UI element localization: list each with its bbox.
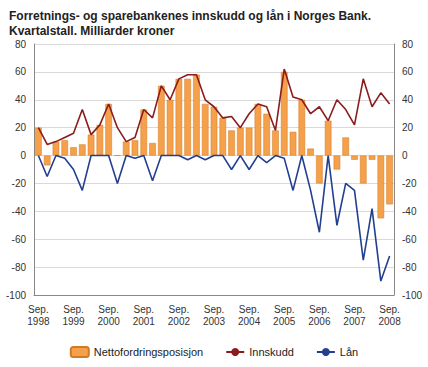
svg-text:-100: -100 bbox=[402, 290, 422, 301]
svg-text:2005: 2005 bbox=[273, 316, 296, 327]
svg-text:Sep.: Sep. bbox=[204, 304, 225, 315]
svg-text:2003: 2003 bbox=[203, 316, 226, 327]
svg-text:Sep.: Sep. bbox=[98, 304, 119, 315]
svg-text:60: 60 bbox=[402, 66, 414, 77]
svg-text:0: 0 bbox=[402, 150, 408, 161]
svg-text:2000: 2000 bbox=[98, 316, 121, 327]
svg-text:Kvartalstall. Milliarder krone: Kvartalstall. Milliarder kroner bbox=[9, 24, 175, 38]
svg-text:Sep.: Sep. bbox=[274, 304, 295, 315]
svg-text:2007: 2007 bbox=[343, 316, 366, 327]
svg-text:Innskudd: Innskudd bbox=[249, 346, 294, 358]
svg-text:Sep.: Sep. bbox=[63, 304, 84, 315]
svg-text:-100: -100 bbox=[6, 290, 26, 301]
svg-text:Forretnings- og sparebankenes: Forretnings- og sparebankenes innskudd o… bbox=[9, 9, 371, 23]
svg-text:80: 80 bbox=[402, 39, 414, 50]
svg-text:2006: 2006 bbox=[308, 316, 331, 327]
svg-text:Sep.: Sep. bbox=[309, 304, 330, 315]
svg-text:2004: 2004 bbox=[238, 316, 261, 327]
svg-text:Sep.: Sep. bbox=[28, 304, 49, 315]
svg-text:-80: -80 bbox=[12, 262, 27, 273]
svg-text:-80: -80 bbox=[402, 262, 417, 273]
svg-text:40: 40 bbox=[15, 94, 27, 105]
svg-text:-40: -40 bbox=[12, 206, 27, 217]
svg-text:-20: -20 bbox=[402, 178, 417, 189]
svg-text:Nettofordringsposisjon: Nettofordringsposisjon bbox=[94, 346, 203, 358]
svg-text:Sep.: Sep. bbox=[133, 304, 154, 315]
svg-text:60: 60 bbox=[15, 66, 27, 77]
svg-text:0: 0 bbox=[20, 150, 26, 161]
svg-text:Sep.: Sep. bbox=[169, 304, 190, 315]
svg-text:40: 40 bbox=[402, 94, 414, 105]
svg-text:2002: 2002 bbox=[168, 316, 191, 327]
svg-text:2008: 2008 bbox=[378, 316, 401, 327]
svg-text:Sep.: Sep. bbox=[239, 304, 260, 315]
svg-text:Lån: Lån bbox=[340, 346, 358, 358]
svg-text:1999: 1999 bbox=[62, 316, 85, 327]
svg-text:20: 20 bbox=[402, 122, 414, 133]
svg-text:-60: -60 bbox=[402, 234, 417, 245]
svg-text:20: 20 bbox=[15, 122, 27, 133]
svg-text:Sep.: Sep. bbox=[344, 304, 365, 315]
svg-text:Sep.: Sep. bbox=[379, 304, 400, 315]
svg-text:80: 80 bbox=[15, 39, 27, 50]
svg-text:2001: 2001 bbox=[133, 316, 156, 327]
svg-text:1998: 1998 bbox=[27, 316, 50, 327]
svg-text:-60: -60 bbox=[12, 234, 27, 245]
svg-text:-20: -20 bbox=[12, 178, 27, 189]
svg-text:-40: -40 bbox=[402, 206, 417, 217]
